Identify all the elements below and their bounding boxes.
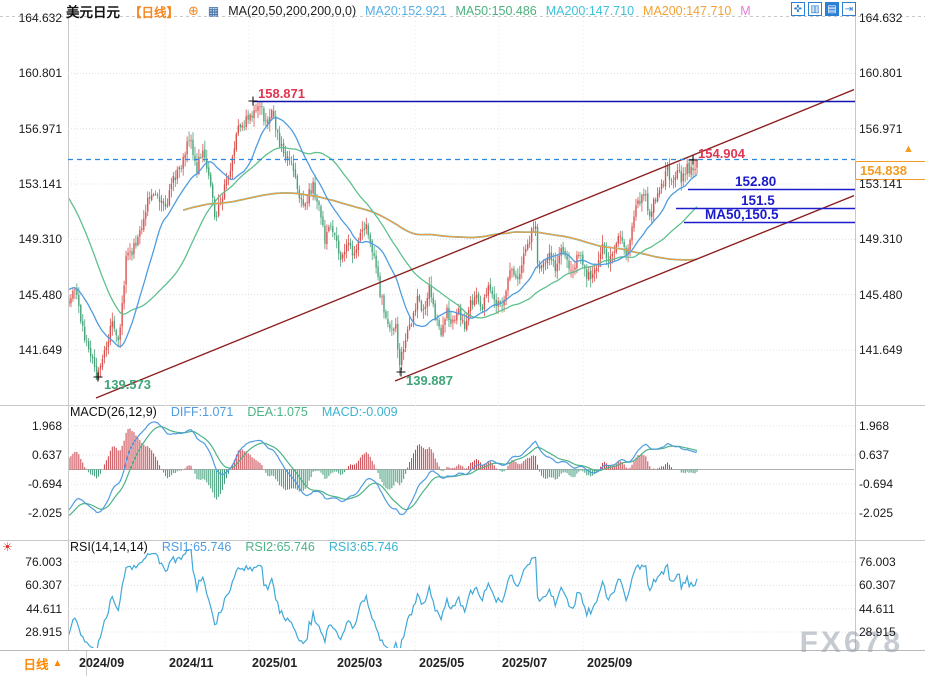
- y-tick-label-left: 60.307: [25, 578, 62, 593]
- rsi1-value: RSI1:65.746: [161, 540, 232, 554]
- period-selector[interactable]: 日线 ▲: [0, 651, 87, 676]
- period-up-arrow-icon: ▲: [52, 658, 63, 669]
- y-tick-label-left: 145.480: [18, 287, 62, 302]
- y-tick-label-left: 156.971: [18, 121, 62, 136]
- y-tick-label-left: -0.694: [27, 477, 62, 492]
- y-tick-label-left: 76.003: [25, 555, 62, 569]
- support-line3-label: MA50,150.5: [705, 207, 779, 222]
- ma20-value: MA20:152.921: [365, 4, 447, 18]
- y-tick-label-left: 141.649: [18, 343, 62, 357]
- macd-pane-header: MACD(26,12,9) DIFF:1.071 DEA:1.075 MACD:…: [70, 405, 398, 419]
- ma50-value: MA50:150.486: [455, 4, 537, 18]
- period-tag[interactable]: 【日线】: [129, 5, 180, 20]
- x-tick-label: 2025/07: [502, 656, 548, 670]
- x-tick-label: 2025/01: [252, 656, 298, 670]
- chart-toolbar: ✜ ▥ ▤ ⇥: [791, 2, 856, 16]
- ma200-value-2: MA200:147.710: [643, 4, 732, 18]
- rsi3-value: RSI3:65.746: [328, 540, 399, 554]
- y-tick-label-left: 153.141: [18, 176, 62, 191]
- x-tick-label: 2024/11: [169, 656, 214, 670]
- low2-price-label: 139.887: [406, 373, 453, 388]
- macd-dea-value: DEA:1.075: [247, 405, 308, 419]
- y-tick-label-right: 76.003: [859, 555, 896, 569]
- rsi-title: RSI(14,14,14): [70, 540, 148, 554]
- add-indicator-icon[interactable]: ⊕: [188, 3, 199, 18]
- watermark: FX678: [799, 626, 903, 659]
- x-tick-label: 2025/09: [587, 656, 633, 670]
- y-tick-label-right: 156.971: [859, 121, 903, 136]
- axis-scale-icon[interactable]: ▥: [808, 2, 822, 16]
- x-tick-label: 2025/03: [337, 656, 383, 670]
- y-tick-label-right: -0.694: [859, 477, 894, 492]
- y-tick-label-right: 28.915: [859, 625, 896, 640]
- period-selector-label: 日线: [23, 658, 49, 672]
- y-tick-label-left: 1.968: [31, 419, 62, 434]
- ma200-value-1: MA200:147.710: [545, 4, 635, 18]
- x-tick-label: 2024/09: [79, 656, 125, 670]
- low1-price-label: 139.573: [104, 377, 151, 392]
- y-tick-label-left: 28.915: [25, 625, 62, 640]
- y-tick-label-right: 149.310: [859, 232, 903, 247]
- y-tick-label-right: 160.801: [859, 66, 903, 81]
- rsi2-value: RSI2:65.746: [245, 540, 315, 554]
- y-tick-label-left: -2.025: [27, 506, 62, 521]
- m-indicator-label: M: [740, 4, 751, 18]
- go-latest-icon[interactable]: ⇥: [842, 2, 856, 16]
- support-line2-label: 151.5: [741, 193, 775, 208]
- pan-icon[interactable]: ✜: [791, 2, 805, 16]
- y-tick-label-right: 1.968: [859, 419, 890, 434]
- y-tick-label-right: 0.637: [859, 448, 890, 463]
- y-tick-label-right: 44.611: [859, 601, 895, 616]
- y-tick-label-right: 153.141: [859, 176, 903, 191]
- y-tick-label-right: 145.480: [859, 287, 903, 302]
- y-tick-label-right: 141.649: [859, 343, 903, 357]
- symbol-name: 美元日元: [66, 5, 120, 20]
- y-tick-label-left: 160.801: [18, 66, 62, 81]
- y-tick-label-left: 0.637: [31, 448, 62, 463]
- y-tick-label-right: 164.632: [859, 11, 903, 25]
- macd-title: MACD(26,12,9): [70, 405, 157, 419]
- y-tick-label-left: 44.611: [26, 601, 62, 616]
- resistance-price-label: 158.871: [258, 86, 305, 101]
- support-line1-label: 152.80: [735, 174, 777, 189]
- rsi-pane-header: RSI(14,14,14) RSI1:65.746 RSI2:65.746 RS…: [70, 540, 398, 554]
- price-up-marker-icon: ▲: [903, 143, 914, 155]
- y-tick-label-right: -2.025: [859, 506, 894, 521]
- y-tick-label-left: 149.310: [18, 232, 62, 247]
- y-tick-label-right: 60.307: [859, 578, 896, 593]
- rsi-settings-icon[interactable]: ☀: [2, 540, 13, 554]
- peak-price-label: 154.904: [698, 146, 745, 161]
- ma-settings-label: MA(20,50,200,200,0,0): [228, 4, 357, 18]
- chart-style-icon[interactable]: ▤: [825, 2, 839, 16]
- macd-diff-value: DIFF:1.071: [170, 405, 234, 419]
- y-tick-label-left: 164.632: [18, 11, 62, 25]
- x-tick-label: 2025/05: [419, 656, 465, 670]
- chart-header: 美元日元 【日线】 ⊕ ▦ MA(20,50,200,200,0,0) MA20…: [66, 1, 751, 21]
- last-price-badge: 154.838: [855, 161, 925, 180]
- candlestick-chart-icon[interactable]: ▦: [207, 4, 220, 18]
- macd-bar-value: MACD:-0.009: [321, 405, 398, 419]
